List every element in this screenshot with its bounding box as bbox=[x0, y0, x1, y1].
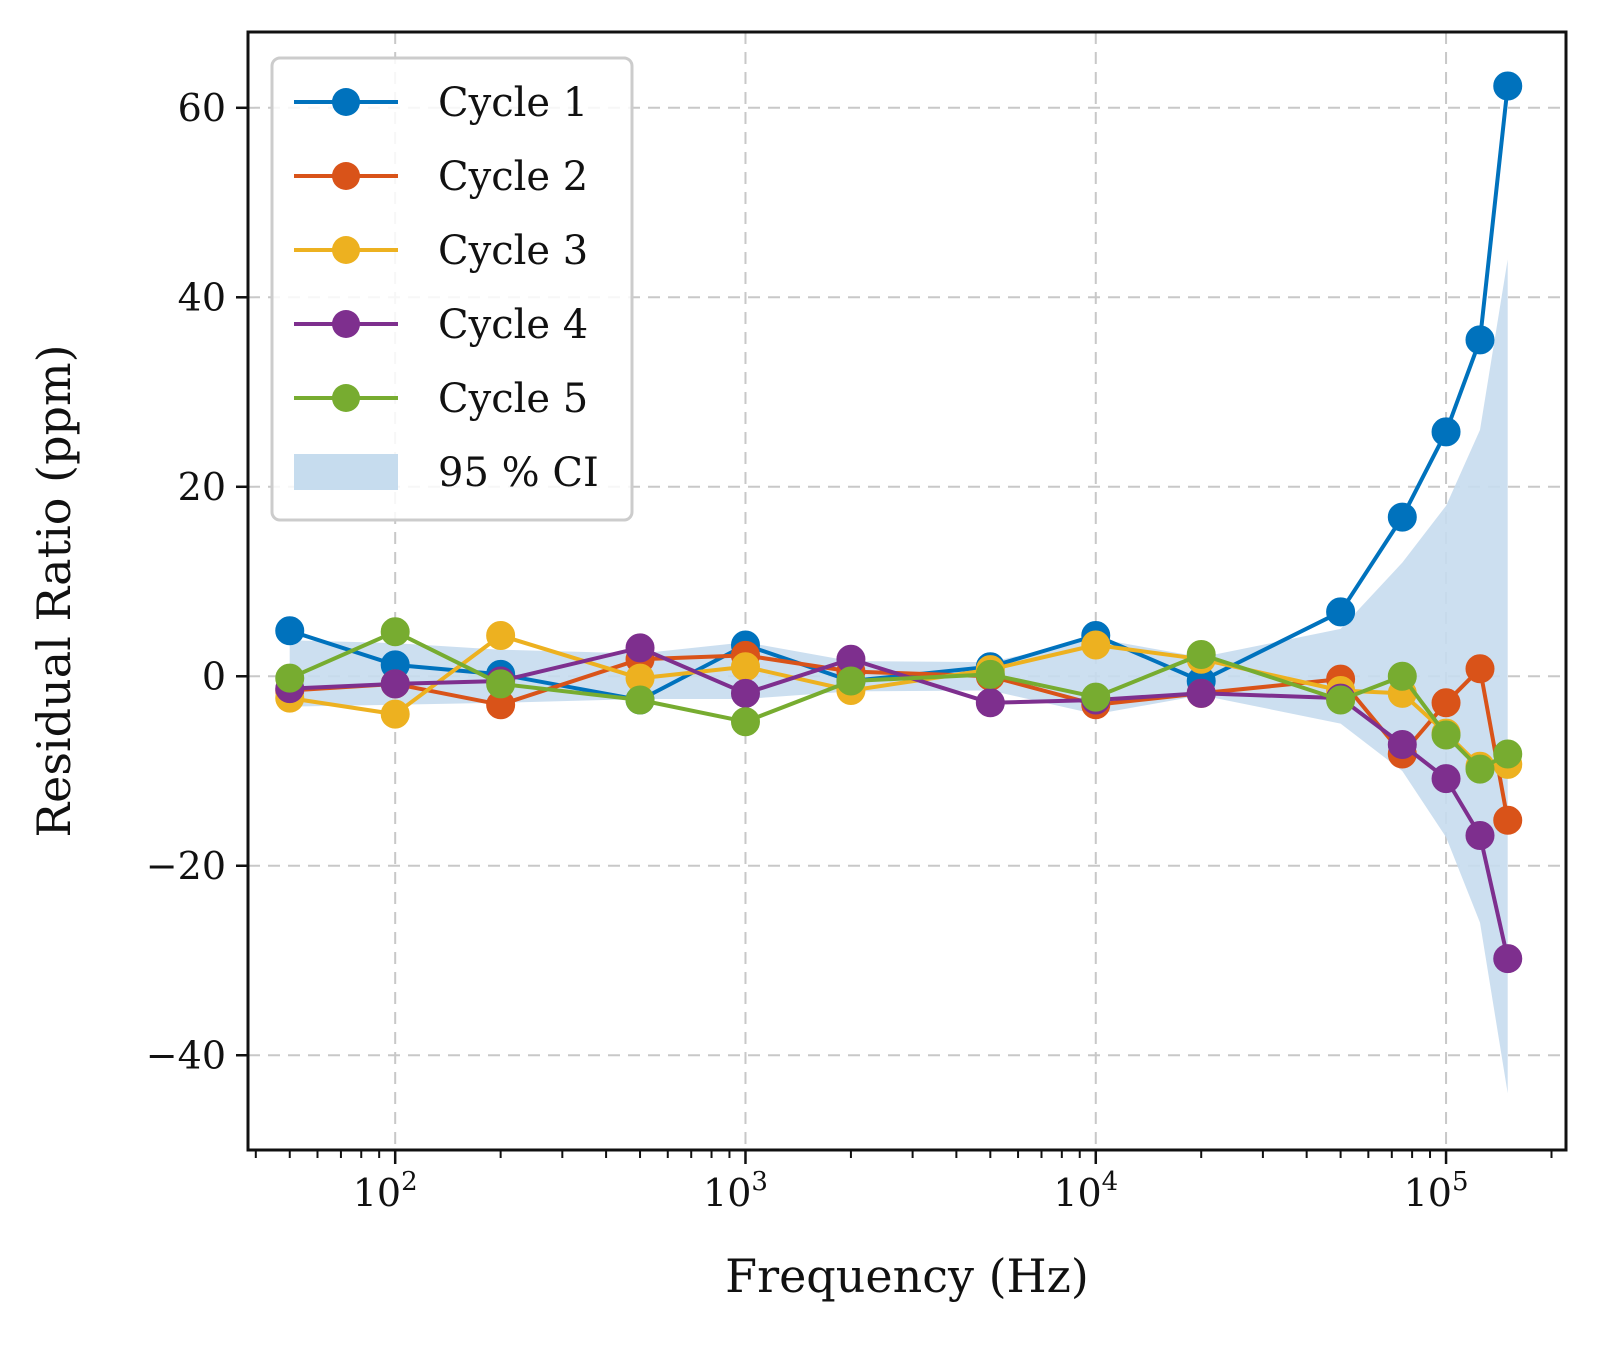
legend: Cycle 1 Cycle 2 Cycle 3 Cycle 4 Cycle 5 95 % … bbox=[270, 56, 634, 522]
legend-label-2: Cycle 2 bbox=[438, 154, 588, 200]
series-4-point-8 bbox=[1186, 678, 1216, 708]
legend-label-1: Cycle 1 bbox=[438, 80, 588, 126]
x-tick-label-0: 102 bbox=[353, 1167, 418, 1215]
series-1-point-0 bbox=[275, 616, 305, 646]
series-1-point-13 bbox=[1493, 71, 1523, 101]
series-2-point-13 bbox=[1493, 805, 1523, 835]
x-tick-label-1: 103 bbox=[703, 1167, 768, 1215]
x-tick-label-2: 104 bbox=[1053, 1167, 1118, 1215]
y-tick-label-3: 20 bbox=[178, 465, 226, 509]
x-axis-title: Frequency (Hz) bbox=[725, 1249, 1089, 1303]
series-4-point-6 bbox=[975, 688, 1005, 718]
y-axis-title: Residual Ratio (ppm) bbox=[27, 344, 81, 837]
series-4-point-13 bbox=[1493, 944, 1523, 974]
series-5-point-7 bbox=[1081, 682, 1111, 712]
legend-entry-4: Cycle 4 bbox=[294, 302, 588, 348]
axes-layer: −40 −20 0 20 40 60 102 103 104 105 Frequency (Hz) R… bbox=[27, 30, 1568, 1303]
series-5-point-4 bbox=[730, 707, 760, 737]
legend-label-ci: 95 % CI bbox=[438, 450, 599, 496]
series-1-point-10 bbox=[1387, 502, 1417, 532]
series-5-point-13 bbox=[1493, 739, 1523, 769]
series-2-point-11 bbox=[1431, 688, 1461, 718]
series-4-point-11 bbox=[1431, 764, 1461, 794]
legend-swatch-ci bbox=[294, 454, 398, 490]
legend-label-3: Cycle 3 bbox=[438, 228, 588, 274]
series-3-point-7 bbox=[1081, 630, 1111, 660]
y-tick-label-1: −20 bbox=[146, 844, 226, 888]
legend-entry-5: Cycle 5 bbox=[294, 376, 588, 422]
legend-swatch-marker-3 bbox=[332, 236, 360, 264]
legend-label-4: Cycle 4 bbox=[438, 302, 588, 348]
series-5-point-11 bbox=[1431, 720, 1461, 750]
series-5-point-6 bbox=[975, 659, 1005, 689]
series-4-point-4 bbox=[730, 678, 760, 708]
series-5-point-3 bbox=[625, 685, 655, 715]
y-tick-label-0: −40 bbox=[146, 1033, 226, 1077]
series-4-point-3 bbox=[625, 633, 655, 663]
legend-swatch-marker-5 bbox=[332, 384, 360, 412]
legend-swatch-marker-2 bbox=[332, 162, 360, 190]
legend-label-5: Cycle 5 bbox=[438, 376, 588, 422]
legend-entry-2: Cycle 2 bbox=[294, 154, 588, 200]
series-5-point-5 bbox=[836, 666, 866, 696]
plot-frame bbox=[246, 30, 1568, 1152]
legend-swatch-marker-1 bbox=[332, 88, 360, 116]
series-3-point-4 bbox=[730, 652, 760, 682]
series-3-point-2 bbox=[486, 621, 516, 651]
series-1-line bbox=[289, 85, 1510, 702]
series-4-point-12 bbox=[1465, 820, 1495, 850]
series-5-point-8 bbox=[1186, 639, 1216, 669]
legend-box bbox=[270, 56, 634, 522]
series-layer bbox=[275, 71, 1523, 974]
legend-swatch-marker-4 bbox=[332, 310, 360, 338]
series-5-point-2 bbox=[486, 669, 516, 699]
series-5-point-9 bbox=[1326, 685, 1356, 715]
series-3-point-1 bbox=[380, 699, 410, 729]
series-4-point-1 bbox=[380, 669, 410, 699]
legend-entry-1: Cycle 1 bbox=[294, 80, 588, 126]
series-5-point-10 bbox=[1387, 661, 1417, 691]
series-2-point-12 bbox=[1465, 654, 1495, 684]
legend-entry-3: Cycle 3 bbox=[294, 228, 588, 274]
y-tick-label-2: 0 bbox=[202, 654, 226, 698]
series-1-point-9 bbox=[1326, 597, 1356, 627]
series-5-point-12 bbox=[1465, 754, 1495, 784]
x-tick-label-3: 105 bbox=[1404, 1167, 1469, 1215]
legend-entry-ci: 95 % CI bbox=[294, 450, 599, 496]
series-1-point-12 bbox=[1465, 325, 1495, 355]
y-tick-label-5: 60 bbox=[178, 86, 226, 130]
series-4-point-10 bbox=[1387, 729, 1417, 759]
y-tick-label-4: 40 bbox=[178, 275, 226, 319]
series-5 bbox=[275, 617, 1523, 784]
series-5-point-0 bbox=[275, 663, 305, 693]
series-1-point-11 bbox=[1431, 417, 1461, 447]
series-5-point-1 bbox=[380, 617, 410, 647]
